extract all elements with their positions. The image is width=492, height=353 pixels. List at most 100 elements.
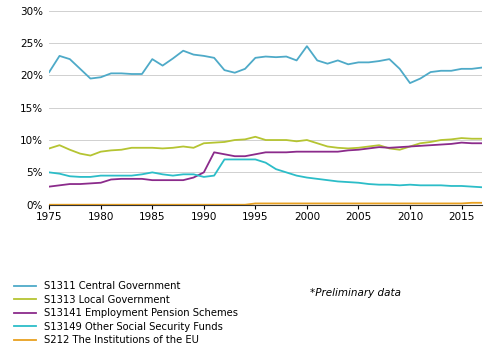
S1311 Central Government xyxy=(170,56,176,61)
S13141 Employment Pension Schemes xyxy=(459,140,464,145)
S13141 Employment Pension Schemes xyxy=(98,181,104,185)
S13149 Other Social Security Funds xyxy=(242,157,248,162)
S1313 Local Government xyxy=(376,143,382,147)
S1311 Central Government xyxy=(129,72,135,76)
S1313 Local Government xyxy=(417,141,423,145)
S1313 Local Government xyxy=(252,135,258,139)
S13141 Employment Pension Schemes xyxy=(438,142,444,147)
S212 The Institutions of the EU xyxy=(325,201,331,205)
S1313 Local Government xyxy=(325,144,331,149)
S212 The Institutions of the EU xyxy=(150,203,155,207)
S1311 Central Government xyxy=(77,67,83,71)
S13149 Other Social Security Funds xyxy=(366,182,372,186)
S1313 Local Government xyxy=(180,144,186,149)
S13149 Other Social Security Funds xyxy=(304,175,310,180)
S13149 Other Social Security Funds xyxy=(98,173,104,178)
S1311 Central Government xyxy=(397,67,402,71)
S1313 Local Government xyxy=(283,138,289,142)
S1313 Local Government xyxy=(407,144,413,149)
S13149 Other Social Security Funds xyxy=(273,167,279,171)
S212 The Institutions of the EU xyxy=(459,201,464,205)
S212 The Institutions of the EU xyxy=(57,203,62,207)
S1313 Local Government xyxy=(428,140,433,144)
S1311 Central Government xyxy=(459,67,464,71)
S1311 Central Government xyxy=(263,54,269,59)
S1311 Central Government xyxy=(325,61,331,66)
S13149 Other Social Security Funds xyxy=(119,173,124,178)
S1311 Central Government xyxy=(356,60,362,65)
S1313 Local Government xyxy=(273,138,279,142)
S13141 Employment Pension Schemes xyxy=(232,154,238,158)
S212 The Institutions of the EU xyxy=(242,203,248,207)
S212 The Institutions of the EU xyxy=(386,201,392,205)
S1313 Local Government xyxy=(159,146,165,150)
S1313 Local Government xyxy=(211,140,217,145)
S1311 Central Government xyxy=(119,71,124,76)
S1311 Central Government xyxy=(366,60,372,65)
S1311 Central Government xyxy=(407,81,413,85)
S212 The Institutions of the EU xyxy=(438,201,444,205)
S13141 Employment Pension Schemes xyxy=(386,146,392,150)
S1313 Local Government xyxy=(190,146,196,150)
S1311 Central Government xyxy=(221,68,227,72)
S13141 Employment Pension Schemes xyxy=(221,152,227,156)
S13141 Employment Pension Schemes xyxy=(242,154,248,158)
S1311 Central Government xyxy=(469,67,475,71)
S212 The Institutions of the EU xyxy=(428,201,433,205)
S1313 Local Government xyxy=(108,148,114,152)
S13149 Other Social Security Funds xyxy=(417,183,423,187)
S13141 Employment Pension Schemes xyxy=(283,150,289,155)
S1313 Local Government xyxy=(67,148,73,152)
S13141 Employment Pension Schemes xyxy=(190,175,196,180)
S1313 Local Government xyxy=(242,137,248,142)
S13149 Other Social Security Funds xyxy=(46,170,52,174)
S13141 Employment Pension Schemes xyxy=(448,142,454,146)
S212 The Institutions of the EU xyxy=(366,201,372,205)
S212 The Institutions of the EU xyxy=(88,203,93,207)
S13149 Other Social Security Funds xyxy=(459,184,464,188)
S13141 Employment Pension Schemes xyxy=(211,150,217,155)
S13141 Employment Pension Schemes xyxy=(67,182,73,186)
S13149 Other Social Security Funds xyxy=(129,173,135,178)
S13141 Employment Pension Schemes xyxy=(57,183,62,187)
S212 The Institutions of the EU xyxy=(356,201,362,205)
S212 The Institutions of the EU xyxy=(190,203,196,207)
S1311 Central Government xyxy=(232,71,238,75)
S13149 Other Social Security Funds xyxy=(263,161,269,165)
S212 The Institutions of the EU xyxy=(211,203,217,207)
S13141 Employment Pension Schemes xyxy=(139,177,145,181)
S212 The Institutions of the EU xyxy=(170,203,176,207)
S13141 Employment Pension Schemes xyxy=(325,150,331,154)
S13149 Other Social Security Funds xyxy=(438,183,444,187)
S212 The Institutions of the EU xyxy=(139,203,145,207)
S212 The Institutions of the EU xyxy=(407,201,413,205)
Line: S13149 Other Social Security Funds: S13149 Other Social Security Funds xyxy=(49,160,482,187)
S1313 Local Government xyxy=(170,146,176,150)
S13149 Other Social Security Funds xyxy=(448,184,454,188)
S1311 Central Government xyxy=(46,70,52,74)
S1313 Local Government xyxy=(366,144,372,149)
S13141 Employment Pension Schemes xyxy=(304,150,310,154)
S13149 Other Social Security Funds xyxy=(479,185,485,189)
S1313 Local Government xyxy=(469,137,475,141)
S13149 Other Social Security Funds xyxy=(469,185,475,189)
S13141 Employment Pension Schemes xyxy=(314,150,320,154)
S13149 Other Social Security Funds xyxy=(159,172,165,176)
S212 The Institutions of the EU xyxy=(201,203,207,207)
S1313 Local Government xyxy=(304,138,310,142)
S1311 Central Government xyxy=(139,72,145,76)
S13149 Other Social Security Funds xyxy=(180,172,186,176)
S1311 Central Government xyxy=(294,58,300,62)
S13149 Other Social Security Funds xyxy=(283,170,289,174)
S1313 Local Government xyxy=(139,146,145,150)
S13141 Employment Pension Schemes xyxy=(159,178,165,182)
Legend: S1311 Central Government, S1313 Local Government, S13141 Employment Pension Sche: S1311 Central Government, S1313 Local Go… xyxy=(10,277,242,349)
S1313 Local Government xyxy=(150,146,155,150)
S1311 Central Government xyxy=(98,75,104,79)
S13149 Other Social Security Funds xyxy=(190,172,196,176)
S1313 Local Government xyxy=(98,150,104,154)
S13141 Employment Pension Schemes xyxy=(170,178,176,182)
S13149 Other Social Security Funds xyxy=(325,178,331,182)
S13149 Other Social Security Funds xyxy=(211,173,217,178)
S13149 Other Social Security Funds xyxy=(314,177,320,181)
